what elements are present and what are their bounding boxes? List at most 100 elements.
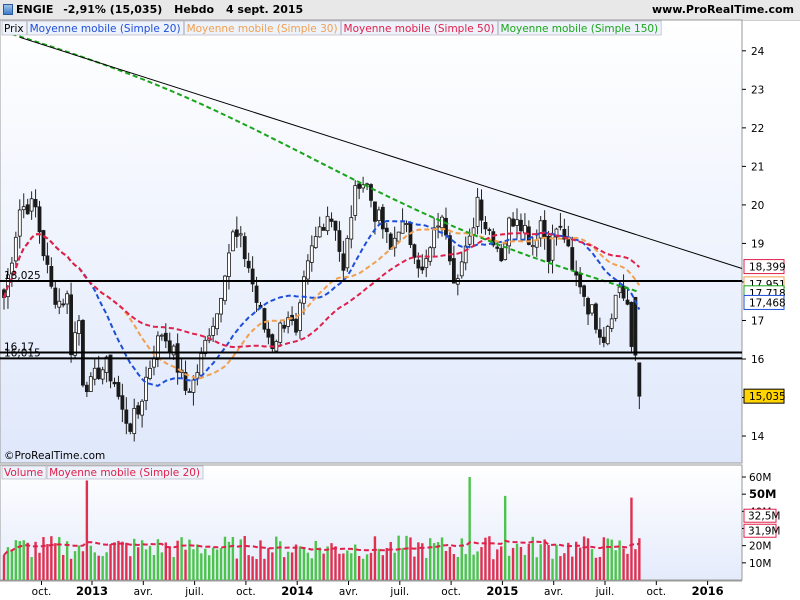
timeframe: Hebdo xyxy=(174,3,215,16)
price-panel[interactable] xyxy=(0,19,743,464)
candle-body xyxy=(159,334,164,337)
volume-bar xyxy=(34,541,37,580)
candle-body xyxy=(440,216,444,229)
price-tag-box xyxy=(743,259,785,275)
legend-item: Moyenne mobile (Simple 20) xyxy=(30,23,181,35)
volume-bar xyxy=(421,543,424,580)
volume-bar xyxy=(397,535,400,580)
candle-body xyxy=(274,341,279,352)
volume-tick-label: 20M xyxy=(749,541,771,553)
volume-legend: Volume Moyenne mobile (Simple 20) xyxy=(1,465,204,480)
candle-body xyxy=(380,206,385,230)
volume-bar xyxy=(204,548,207,580)
legend-box xyxy=(27,20,184,36)
candle-body xyxy=(483,222,488,230)
window-menu-icon[interactable] xyxy=(3,4,13,15)
candle-body xyxy=(33,199,38,208)
volume-bar xyxy=(606,538,609,580)
volume-bar xyxy=(18,541,21,580)
volume-bar xyxy=(164,542,167,580)
volume-bar xyxy=(539,544,542,580)
volume-bar xyxy=(89,545,93,580)
legend-box xyxy=(1,465,47,480)
legend-box xyxy=(46,465,204,480)
candle-body xyxy=(420,266,425,271)
volume-bar xyxy=(346,550,349,580)
candle-body xyxy=(444,217,448,236)
volume-bar xyxy=(243,535,246,580)
candle-body xyxy=(526,226,531,245)
volume-bar xyxy=(342,553,345,580)
price-tick-label: 14 xyxy=(751,431,765,443)
volume-bar xyxy=(215,549,219,580)
volume-bar xyxy=(227,541,231,580)
volume-bar xyxy=(476,551,479,580)
candle-body xyxy=(329,218,334,222)
volume-bar xyxy=(247,555,250,580)
quote-date: 4 sept. 2015 xyxy=(225,3,304,16)
volume-bar xyxy=(484,537,487,580)
candle-body xyxy=(246,260,251,269)
price-tick-label: 21 xyxy=(751,161,764,173)
volume-bar xyxy=(354,544,357,580)
candle-body xyxy=(436,225,440,228)
volume-bar xyxy=(361,558,365,580)
candle-body xyxy=(152,358,156,368)
volume-bar xyxy=(582,536,586,580)
candle-body xyxy=(582,285,586,297)
candle-body xyxy=(333,220,338,231)
volume-bar xyxy=(444,550,448,580)
price-axis: 141516171819202122232418,39917,95117,718… xyxy=(742,46,786,443)
price-tag-label: 18,399 xyxy=(749,262,786,274)
time-tick-label: oct. xyxy=(441,586,461,598)
volume-bar xyxy=(535,557,538,580)
legend-box xyxy=(184,20,341,36)
time-tick-label: oct. xyxy=(32,586,52,598)
volume-bar xyxy=(590,549,594,580)
candle-body xyxy=(305,260,310,280)
candle-body xyxy=(546,235,551,262)
volume-bar xyxy=(357,555,361,580)
moving-average-line xyxy=(3,30,640,293)
candle-body xyxy=(238,233,243,236)
volume-bar xyxy=(503,495,507,580)
candle-body xyxy=(57,300,62,308)
candle-body xyxy=(412,244,417,258)
candle-body xyxy=(404,223,409,225)
candle-body xyxy=(104,356,109,373)
volume-bar xyxy=(622,548,625,580)
candle-body xyxy=(349,217,354,240)
volume-bar xyxy=(480,547,483,580)
candle-body xyxy=(136,405,141,415)
volume-bar xyxy=(519,546,523,580)
volume-bar xyxy=(200,553,203,580)
candle-body xyxy=(171,345,176,356)
volume-tick-label: 50M xyxy=(749,487,776,501)
candle-body xyxy=(586,298,590,315)
candle-body xyxy=(84,384,89,393)
candle-body xyxy=(637,362,642,397)
candle-body xyxy=(625,299,630,305)
candle-body xyxy=(65,293,70,305)
volume-bar xyxy=(125,542,128,580)
candle-body xyxy=(361,184,366,189)
candle-body xyxy=(167,340,172,353)
candle-body xyxy=(448,235,452,262)
brand-url[interactable]: www.ProRealTime.com xyxy=(651,3,794,16)
volume-bar xyxy=(369,552,373,580)
volume-bar xyxy=(136,547,140,580)
volume-bar xyxy=(547,544,550,580)
candle-body xyxy=(558,225,563,228)
volume-bar xyxy=(551,558,554,580)
legend-item: Moyenne mobile (Simple 30) xyxy=(187,23,338,35)
candle-body xyxy=(278,322,283,343)
volume-bar xyxy=(638,538,641,580)
candle-body xyxy=(120,395,125,410)
volume-bar xyxy=(133,538,136,580)
chart-title-bar: ENGIE -2,91% (15,035) Hebdo 4 sept. 2015… xyxy=(0,0,800,21)
time-tick-label: 2014 xyxy=(281,584,313,598)
volume-bar xyxy=(255,559,258,580)
candle-body xyxy=(309,245,314,263)
volume-bar xyxy=(575,541,578,580)
